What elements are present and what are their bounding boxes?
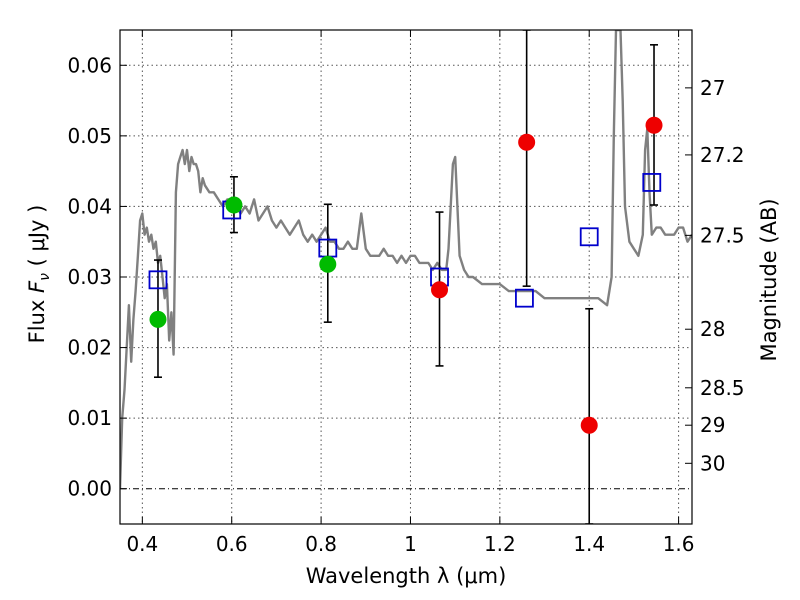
y-axis-label: Flux Fν ( μJy ) [25,205,53,344]
y-tick-label: 0.04 [67,194,112,218]
y-tick-label: 0.00 [67,477,112,501]
x-axis-label: Wavelength λ (μm) [306,564,507,588]
detection-point [225,196,243,214]
x-tick-label: 1 [404,532,417,556]
axis-ticks: 0.4 0.6 0.8 1 1.2 1.4 1.6 0.00 0.01 0.02 0.03 0.04 0… [67,30,745,556]
model-photometry-square [579,227,599,247]
right-axis-label: Magnitude (AB) [757,198,781,361]
model-photometry-square [515,288,534,308]
x-tick-label: 1.6 [663,532,695,556]
y-tick-label: 0.03 [67,265,112,289]
right-tick-label: 29 [700,413,725,437]
right-tick-label: 27 [700,76,725,100]
observed-point [518,133,536,151]
x-tick-label: 0.8 [305,532,337,556]
right-tick-label: 30 [700,451,725,475]
data-layer [120,30,692,524]
detection-point [319,255,337,273]
x-tick-label: 0.4 [126,532,158,556]
y-tick-label: 0.01 [67,406,112,430]
observed-point [645,116,663,134]
y-axis-label-subscript: ν [37,273,53,281]
y-tick-label: 0.05 [67,124,112,148]
x-tick-label: 1.4 [573,532,605,556]
model-photometry-square [148,270,168,290]
x-tick-label: 1.2 [484,532,516,556]
right-tick-label: 28.5 [700,376,745,400]
observed-point [580,416,598,434]
grid [120,30,692,524]
model-spectrum-line [120,30,692,489]
y-axis-label-prefix: Flux [25,293,49,343]
right-tick-label: 28 [700,317,725,341]
observed-point [431,281,449,299]
x-tick-label: 0.6 [216,532,248,556]
model-photometry-square [642,173,662,192]
y-tick-label: 0.02 [67,336,112,360]
right-tick-label: 27.5 [700,223,745,247]
y-axis-label-symbol: F [25,280,49,293]
y-tick-label: 0.06 [67,53,112,77]
y-axis-label-unit: ( μJy ) [25,205,49,273]
right-tick-label: 27.2 [700,143,745,167]
detection-point [149,310,167,328]
